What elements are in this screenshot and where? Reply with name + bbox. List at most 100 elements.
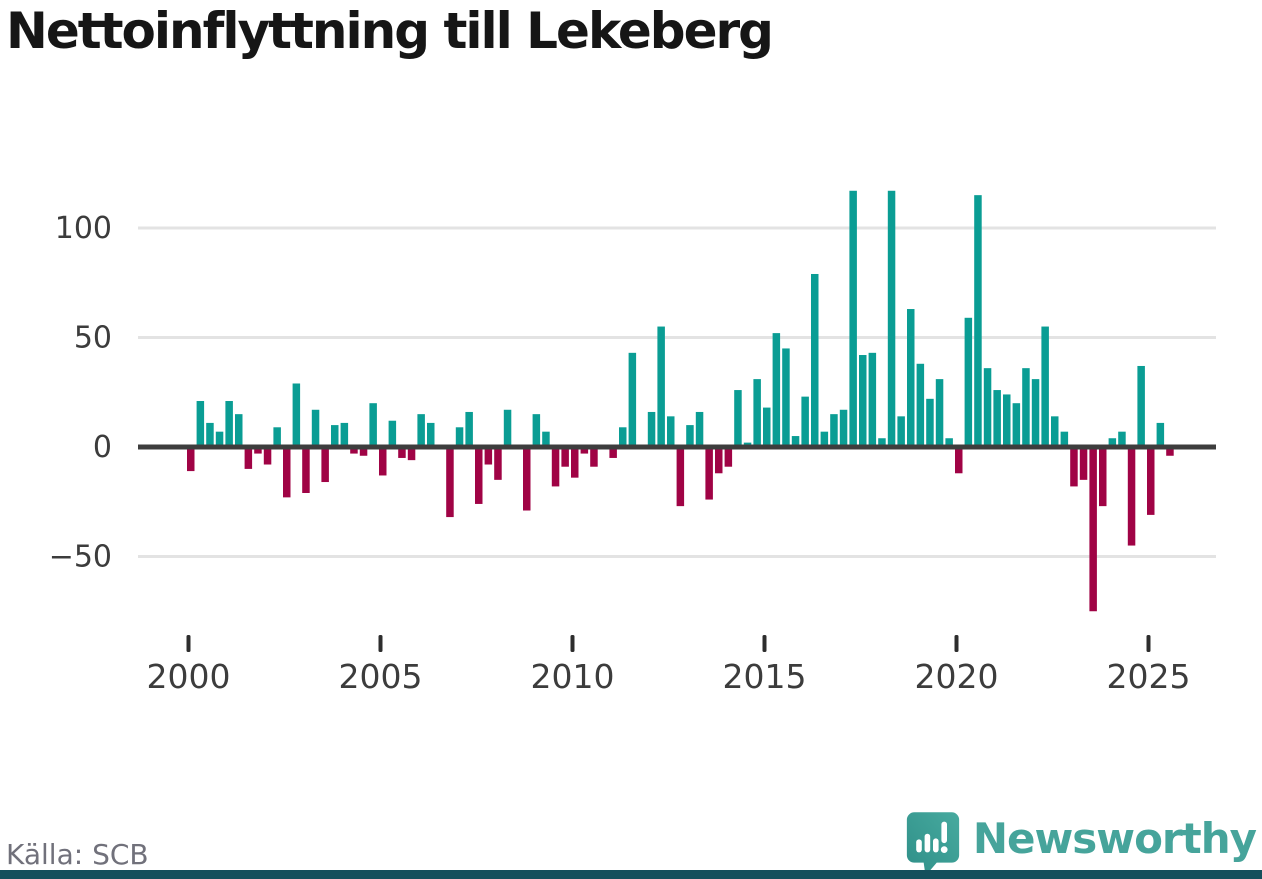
bar-2006Q2 xyxy=(427,422,435,447)
bar-2001Q2 xyxy=(235,414,243,447)
x-tick-2005 xyxy=(378,635,383,652)
bar-2013Q1 xyxy=(686,425,694,447)
bar-2017Q1 xyxy=(839,409,848,447)
bar-2013Q4 xyxy=(715,447,723,474)
bar-2020Q4 xyxy=(983,368,992,447)
bar-glyph-2 xyxy=(924,833,931,853)
bar-2000Q4 xyxy=(215,431,224,447)
gridline-100 xyxy=(138,226,1216,230)
bar-2023Q1 xyxy=(1070,447,1078,487)
bar-2019Q3 xyxy=(935,379,944,447)
bar-2021Q4 xyxy=(1022,368,1030,447)
x-tick-2000 xyxy=(186,635,191,652)
bar-2022Q2 xyxy=(1041,326,1049,447)
bar-2000Q1 xyxy=(187,447,195,472)
net-migration-bar-chart: 100 50 0 −50 2000 2005 2010 2015 2020 2025 xyxy=(49,190,1216,696)
bar-2002Q4 xyxy=(292,383,301,447)
bar-2014Q1 xyxy=(724,447,733,467)
bar-2012Q4 xyxy=(676,447,685,507)
x-tick-2015 xyxy=(762,635,767,652)
bar-2023Q3 xyxy=(1089,447,1097,612)
bar-2017Q2 xyxy=(849,190,857,447)
bar-2010Q2 xyxy=(580,447,589,454)
bar-2018Q1 xyxy=(878,438,886,447)
bar-2012Q1 xyxy=(647,411,656,447)
bar-2020Q2 xyxy=(964,317,973,447)
x-axis-label-2015: 2015 xyxy=(723,657,807,696)
bar-2024Q4 xyxy=(1137,365,1145,447)
bar-2015Q3 xyxy=(782,348,790,447)
bar-2009Q4 xyxy=(561,447,569,467)
bar-2020Q1 xyxy=(955,447,963,474)
y-axis-label-100: 100 xyxy=(55,211,112,246)
bar-2013Q2 xyxy=(695,411,704,447)
zero-axis-line xyxy=(138,444,1216,450)
x-tick-2025 xyxy=(1146,635,1151,652)
bar-2011Q1 xyxy=(609,447,617,458)
bar-2007Q2 xyxy=(465,411,473,447)
bar-2024Q2 xyxy=(1118,431,1126,447)
bar-2007Q1 xyxy=(455,427,464,447)
bar-2014Q2 xyxy=(734,390,742,447)
bar-2025Q1 xyxy=(1147,447,1155,515)
bar-2021Q2 xyxy=(1003,394,1011,447)
bar-2005Q4 xyxy=(407,447,416,461)
bar-2002Q1 xyxy=(263,447,272,465)
bar-2003Q1 xyxy=(302,447,310,493)
bar-2000Q3 xyxy=(206,422,214,447)
bar-2005Q1 xyxy=(379,447,387,476)
bar-2014Q4 xyxy=(753,379,761,447)
bar-2021Q3 xyxy=(1012,403,1021,447)
bar-2008Q2 xyxy=(503,409,512,447)
bar-2018Q4 xyxy=(907,309,915,447)
bar-2024Q1 xyxy=(1108,438,1117,447)
gridline-50 xyxy=(138,336,1216,339)
bar-2009Q3 xyxy=(551,447,560,487)
bar-2003Q4 xyxy=(331,425,339,447)
x-axis-label-2000: 2000 xyxy=(147,657,231,696)
bar-2003Q3 xyxy=(321,447,329,483)
bar-2011Q3 xyxy=(628,352,637,447)
gridline--50 xyxy=(138,555,1216,558)
bar-2016Q3 xyxy=(820,431,829,447)
bar-2007Q3 xyxy=(475,447,483,504)
bar-2025Q3 xyxy=(1166,447,1174,456)
bar-2017Q3 xyxy=(859,355,867,447)
bar-2024Q3 xyxy=(1127,447,1136,546)
bar-2012Q3 xyxy=(667,416,675,447)
bar-2022Q1 xyxy=(1031,379,1040,447)
bar-2015Q1 xyxy=(763,407,771,447)
bar-2008Q1 xyxy=(494,447,502,480)
bar-2004Q1 xyxy=(340,422,349,447)
bar-2001Q1 xyxy=(225,401,233,447)
bar-2022Q3 xyxy=(1051,416,1059,447)
y-axis-label--50: −50 xyxy=(49,540,112,575)
bar-2002Q2 xyxy=(273,427,281,447)
bar-2005Q3 xyxy=(398,447,406,458)
bar-2012Q2 xyxy=(657,326,665,447)
bar-2007Q4 xyxy=(484,447,493,465)
bar-2010Q1 xyxy=(571,447,579,478)
bar-2019Q2 xyxy=(926,398,934,447)
bar-2001Q4 xyxy=(254,447,262,454)
bar-2008Q4 xyxy=(523,447,531,511)
bar-2009Q1 xyxy=(532,414,541,447)
bar-2021Q1 xyxy=(993,390,1001,447)
bar-2018Q2 xyxy=(887,190,896,447)
bar-2016Q1 xyxy=(801,396,809,447)
bar-2022Q4 xyxy=(1060,431,1069,447)
bar-2004Q3 xyxy=(359,447,368,456)
bar-2003Q2 xyxy=(311,409,320,447)
bar-2002Q3 xyxy=(283,447,291,498)
bar-2019Q4 xyxy=(945,438,953,447)
bar-2013Q3 xyxy=(705,447,713,500)
bar-2004Q4 xyxy=(369,403,377,447)
bar-2016Q4 xyxy=(830,414,838,447)
bar-2025Q2 xyxy=(1156,422,1165,447)
chart-title: Nettoinflyttning till Lekeberg xyxy=(6,2,774,60)
bar-2023Q2 xyxy=(1079,447,1088,480)
footer-accent-bar xyxy=(0,870,1262,879)
bar-2015Q4 xyxy=(791,436,800,447)
brand-wordmark: Newsworthy xyxy=(972,814,1257,863)
bar-glyph-3 xyxy=(932,838,939,853)
